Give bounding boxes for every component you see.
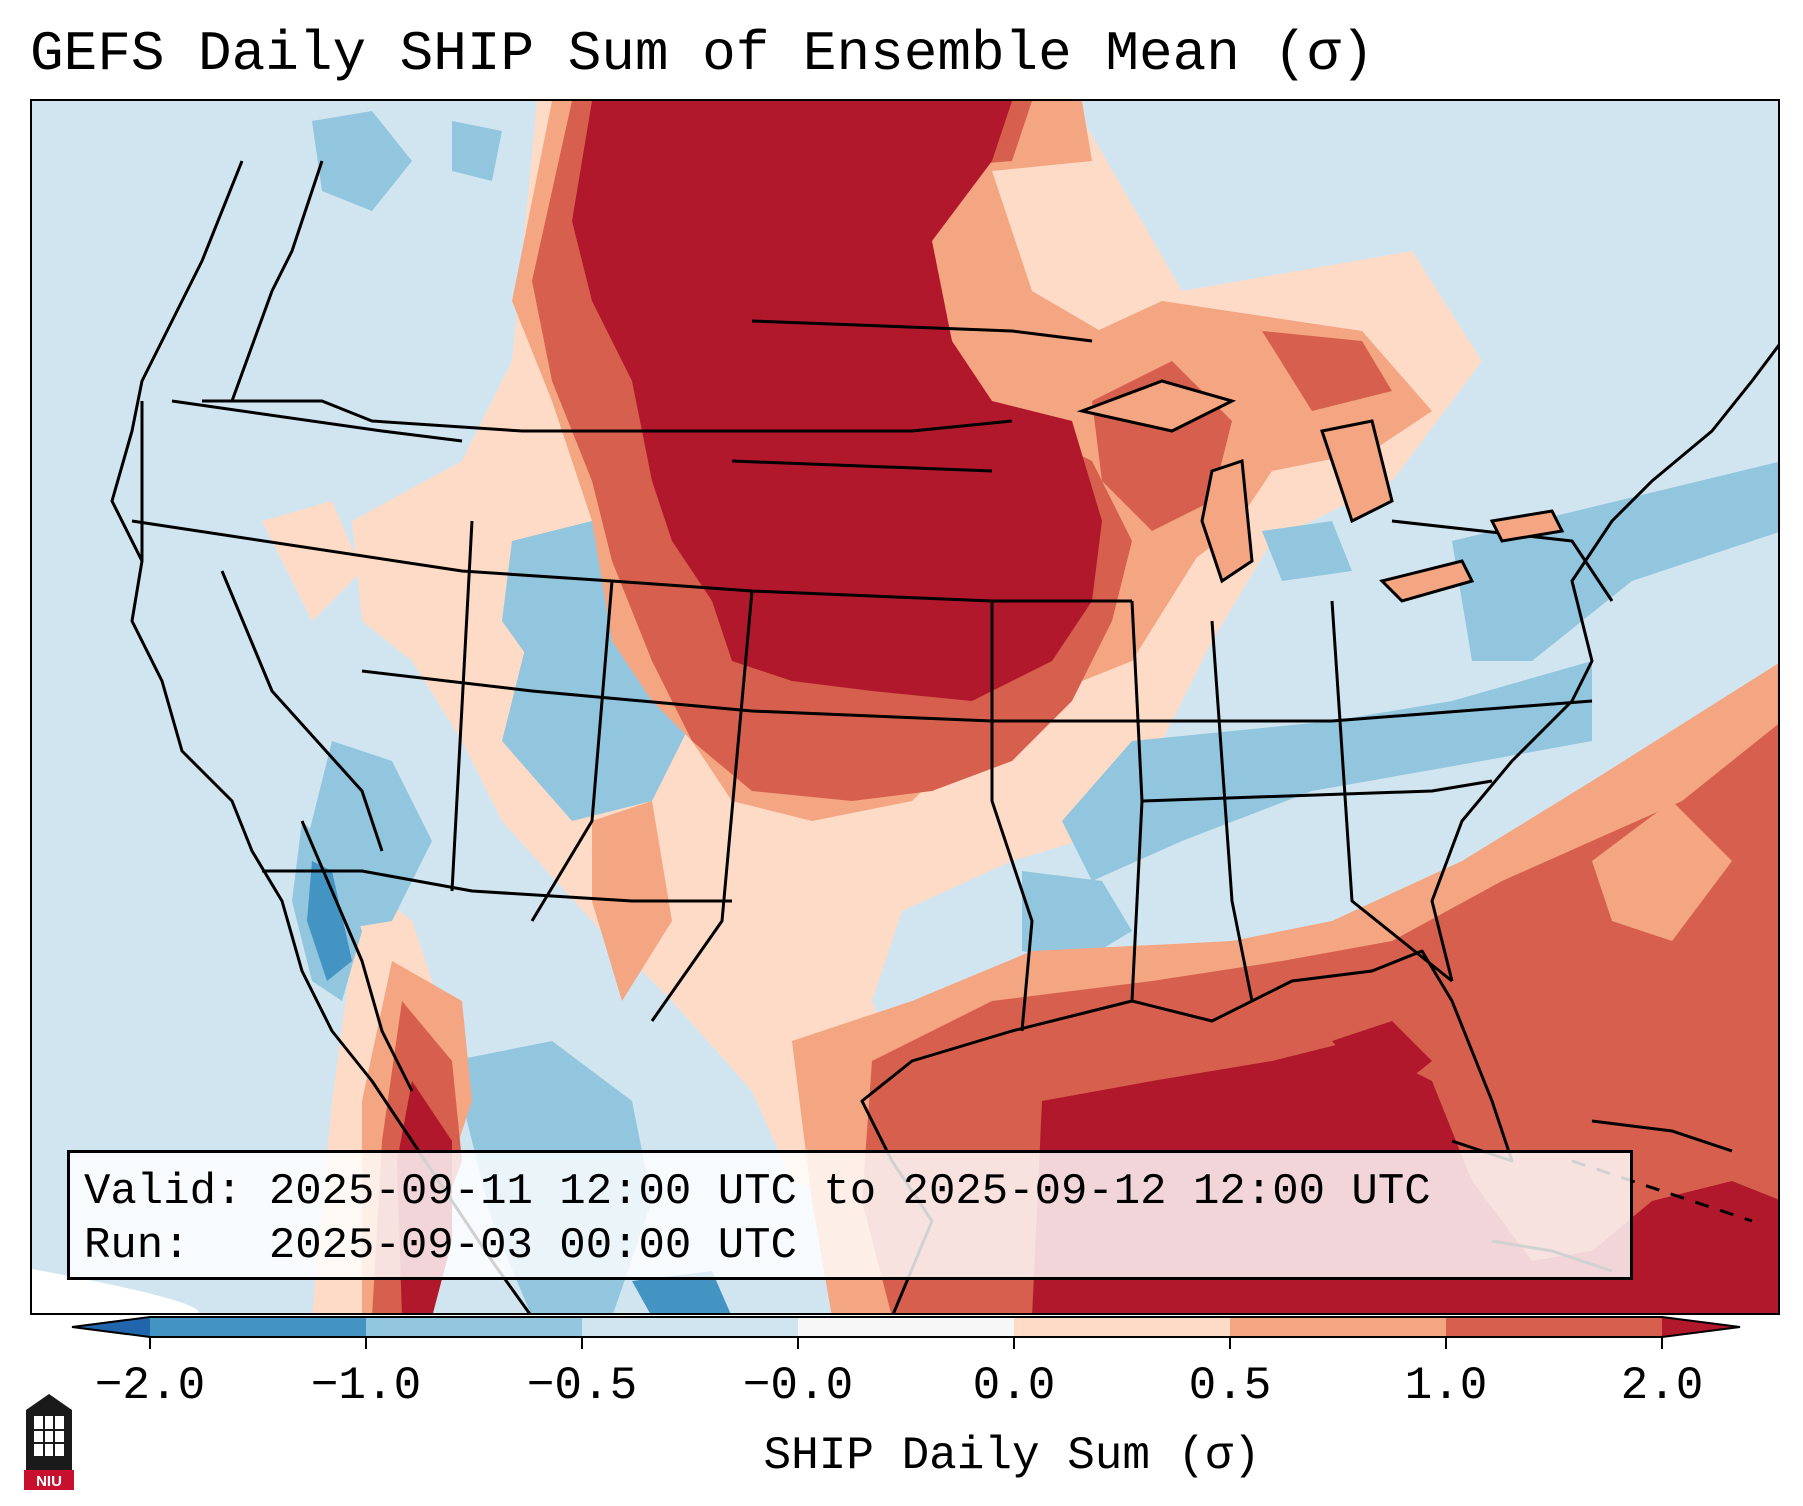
state-border (1391, 519, 1614, 602)
state-border (450, 520, 474, 892)
field-neg-strong (632, 1271, 731, 1313)
lake-michigan (1200, 458, 1254, 584)
projection-edge (32, 1269, 199, 1313)
field-pos-strong (572, 101, 1102, 701)
canada-border (202, 399, 1013, 433)
field-pos (1592, 801, 1732, 941)
plot-title: GEFS Daily SHIP Sum of Ensemble Mean (σ) (30, 22, 1375, 86)
lake-huron (1320, 419, 1394, 524)
mexico-border (262, 869, 732, 903)
valid-time-range: 2025-09-11 12:00 UTC to 2025-09-12 12:00… (268, 1167, 1431, 1217)
colorbar-tick-label: 0.0 (972, 1360, 1056, 1412)
colorbar-bin (1014, 1317, 1230, 1337)
state-border (230, 160, 324, 402)
colorbar-bin (582, 1317, 798, 1337)
field-neg (1062, 661, 1592, 881)
field-pos-weak (262, 501, 362, 621)
baja-coastline (300, 820, 414, 1092)
gulf-coastline (860, 949, 1514, 1313)
east-coastline (1430, 343, 1778, 982)
field-neg (1022, 871, 1132, 961)
colorbar-tick-label: −0.0 (742, 1360, 854, 1412)
colorbar-extend-high (1662, 1317, 1740, 1337)
run-label: Run: (84, 1221, 190, 1271)
state-border (1210, 620, 1254, 1002)
field-neg (1452, 461, 1778, 661)
state-border (650, 590, 754, 1022)
niu-logo-icon: NIU (24, 1394, 74, 1490)
state-border (220, 570, 384, 852)
colorbar (71, 1316, 1741, 1349)
colorbar-label: SHIP Daily Sum (σ) (763, 1430, 1261, 1482)
run-time: 2025-09-03 00:00 UTC (268, 1221, 797, 1271)
colorbar-tick-label: −2.0 (94, 1360, 206, 1412)
state-border (131, 519, 1132, 603)
colorbar-bin (150, 1317, 366, 1337)
field-pos-mid (1262, 331, 1392, 411)
state-border (1330, 600, 1453, 983)
colorbar-bin (1230, 1317, 1446, 1337)
valid-label: Valid: (84, 1167, 243, 1217)
west-coastline (110, 160, 531, 1313)
colorbar-bin (798, 1317, 1014, 1337)
field-neg (452, 121, 502, 181)
colorbar-tick-label: 0.5 (1188, 1360, 1272, 1412)
lake-ontario (1489, 509, 1565, 543)
field-neg (1262, 521, 1352, 581)
colorbar-tick-label: −1.0 (310, 1360, 422, 1412)
validity-annotation-box: Valid: 2025-09-11 12:00 UTC to 2025-09-1… (67, 1150, 1633, 1280)
field-pos-strong (1332, 1021, 1432, 1101)
state-border (731, 459, 993, 473)
colorbar-bin (1446, 1317, 1662, 1337)
state-border (361, 669, 1332, 723)
great-lakes (1076, 379, 1565, 603)
colorbar-tick-label: 2.0 (1620, 1360, 1704, 1412)
state-border (1331, 699, 1593, 723)
colorbar-bin (366, 1317, 582, 1337)
boundary-lines (110, 160, 1778, 1313)
state-border (1141, 779, 1493, 803)
lake-superior (1076, 379, 1237, 433)
field-neg (312, 111, 412, 211)
state-border (171, 399, 463, 443)
svg-text:NIU: NIU (36, 1473, 62, 1490)
field-neg-strong (307, 861, 352, 981)
lake-erie (1379, 559, 1475, 603)
colorbar-tick-label: −0.5 (526, 1360, 638, 1412)
colorbar-extend-low (72, 1317, 150, 1337)
state-border (990, 601, 1034, 1032)
sigma-field-map (32, 101, 1778, 1313)
colorbar-tick-label: 1.0 (1404, 1360, 1488, 1412)
state-border (751, 319, 1093, 343)
map-panel (30, 99, 1780, 1315)
state-border (530, 580, 614, 922)
